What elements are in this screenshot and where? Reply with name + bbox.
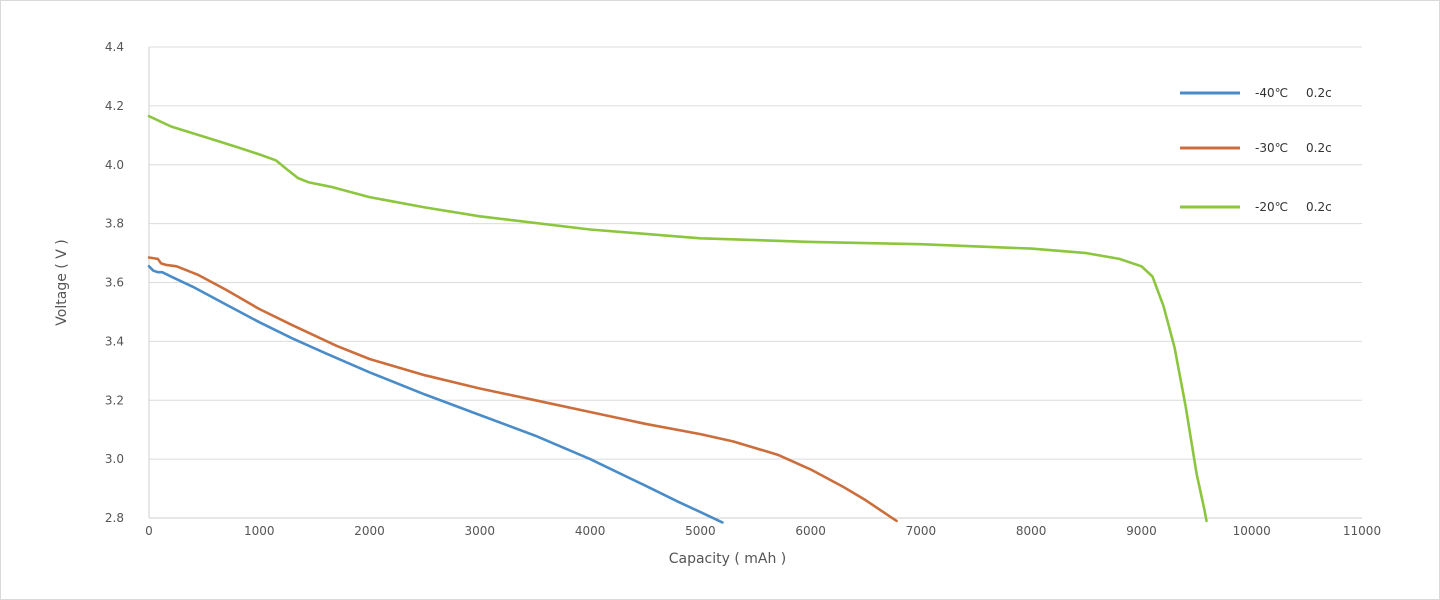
y-tick-label: 4.2	[105, 99, 124, 113]
x-tick-label: 10000	[1233, 524, 1271, 538]
legend-rate: 0.2c	[1306, 141, 1332, 155]
x-tick-label: 7000	[906, 524, 937, 538]
x-tick-label: 11000	[1343, 524, 1381, 538]
y-tick-label: 3.6	[105, 276, 124, 290]
x-tick-label: 4000	[575, 524, 606, 538]
y-tick-label: 3.8	[105, 217, 124, 231]
y-tick-label: 3.0	[105, 452, 124, 466]
x-tick-labels: 0 1000 2000 3000 4000 5000 6000 7000 8000 9000 100…	[145, 524, 1381, 538]
series-line-0	[147, 264, 724, 524]
y-tick-label: 4.0	[105, 158, 124, 172]
series-lines	[147, 114, 1208, 524]
y-tick-labels: 2.8 3.0 3.2 3.4 3.6 3.8 4.0 4.2 4.4	[105, 40, 124, 525]
legend-label: -30℃	[1255, 141, 1288, 155]
legend: -40℃ 0.2c -30℃ 0.2c -20℃ 0.2c	[1180, 86, 1332, 214]
legend-rate: 0.2c	[1306, 200, 1332, 214]
legend-label: -20℃	[1255, 200, 1288, 214]
legend-rate: 0.2c	[1306, 86, 1332, 100]
y-tick-label: 3.2	[105, 393, 124, 407]
x-axis-title: Capacity ( mAh )	[669, 551, 787, 567]
y-axis-title: Voltage ( V )	[54, 239, 70, 325]
x-tick-label: 5000	[685, 524, 716, 538]
x-tick-label: 2000	[354, 524, 385, 538]
x-tick-label: 1000	[244, 524, 275, 538]
x-tick-label: 8000	[1016, 524, 1047, 538]
x-tick-label: 6000	[795, 524, 826, 538]
y-tick-label: 4.4	[105, 40, 124, 54]
y-tick-label: 3.4	[105, 334, 124, 348]
series-line-2	[147, 114, 1208, 523]
y-tick-label: 2.8	[105, 511, 124, 525]
x-tick-label: 9000	[1126, 524, 1157, 538]
x-tick-label: 0	[145, 524, 153, 538]
series-line-1	[147, 256, 898, 523]
x-tick-label: 3000	[465, 524, 496, 538]
legend-label: -40℃	[1255, 86, 1288, 100]
